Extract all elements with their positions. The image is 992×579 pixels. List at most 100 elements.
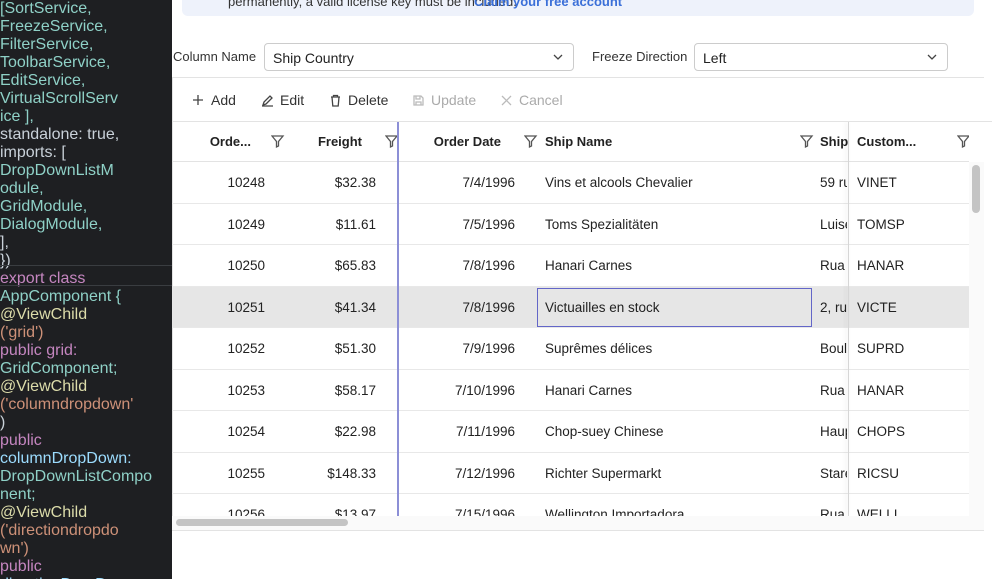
header-cell[interactable]: Ship [820,134,849,149]
grid-cell[interactable]: 59 ru [820,175,847,190]
grid-cell[interactable]: 10254 [227,424,265,439]
toolbar-icon [331,94,340,107]
grid-cell[interactable]: 10251 [227,299,265,315]
grid-cell[interactable]: VICTE [857,299,897,315]
h-scroll-thumb[interactable] [176,519,348,526]
grid-cell[interactable]: Wellington Importadora [545,507,685,516]
grid-cell[interactable]: 10252 [227,341,265,356]
column-dropdown[interactable]: Ship Country [264,43,574,71]
chevron [927,54,937,60]
direction-dropdown[interactable]: Left [694,43,948,71]
toolbar-button[interactable]: Delete [329,92,388,108]
toolbar-button: Cancel [500,92,563,108]
grid-cell[interactable]: Rua d [820,258,847,273]
grid-row[interactable] [172,411,969,453]
grid-cell[interactable]: 7/5/1996 [462,216,515,232]
grid-cell[interactable]: 7/12/1996 [454,465,515,481]
filter-icon [800,135,814,149]
grid-cell[interactable]: $58.17 [334,382,376,398]
toolbar-button: Update [412,92,476,108]
grid-cell[interactable]: Hanari Carnes [545,382,633,398]
frozen-left-border [397,122,399,516]
grid-cell[interactable]: 7/10/1996 [454,382,515,398]
grid-cell[interactable]: $32.38 [334,175,376,190]
header-cell[interactable]: Custom... [857,134,917,149]
header-cell[interactable]: Orde... [209,134,251,149]
filter-icon [524,135,538,149]
grid-cell[interactable]: 10248 [227,175,265,190]
grid-cell[interactable]: Stare [820,465,847,481]
chevron [553,54,563,60]
code-line: standalone: true, [0,126,120,143]
grid-cell[interactable]: 2, ru [820,299,847,315]
grid-cell[interactable]: 7/8/1996 [462,258,515,273]
grid-cell[interactable]: VINET [857,175,897,190]
code-line: directionDropDown [0,576,172,579]
grid-row[interactable] [172,370,969,411]
grid-cell[interactable]: 10250 [227,258,265,273]
grid-cell[interactable]: Boule [820,341,847,356]
header-cell[interactable]: Freight [317,134,362,149]
grid-cell[interactable]: $65.83 [334,258,376,273]
grid-cell[interactable]: $148.33 [327,465,376,481]
grid-cell[interactable]: $51.30 [334,341,376,356]
grid-row[interactable] [172,204,969,245]
code-line: ('grid') [0,324,44,341]
grid-cell[interactable]: 7/4/1996 [462,175,515,190]
grid-cell[interactable]: TOMSP [857,216,905,232]
grid-cell[interactable]: 10256 [227,507,265,516]
grid-cell[interactable]: $41.34 [334,299,376,315]
grid-cell[interactable]: 10255 [227,465,265,481]
grid-cell[interactable]: 7/11/1996 [455,424,515,439]
grid-cell[interactable]: Hanari Carnes [545,258,633,273]
grid-cell[interactable]: 10253 [227,382,265,398]
grid-cell[interactable]: $22.98 [334,424,376,439]
code-line: DialogModule, [0,216,103,233]
header-cell[interactable]: Order Date [433,134,501,149]
grid-row[interactable] [172,286,969,328]
grid-cell[interactable]: Vins et alcools Chevalier [545,175,693,190]
grid-row[interactable] [172,162,969,204]
code-line: ) [0,414,6,431]
grid-cell[interactable]: 7/9/1996 [462,341,515,356]
grid-cell[interactable]: Toms Spezialitäten [545,216,659,232]
code-line: export class [0,270,86,287]
grid-cell[interactable]: Suprêmes délices [545,341,653,356]
grid-cell[interactable]: $13.97 [334,507,376,516]
filter-icon [957,135,969,149]
grid-cell[interactable]: Chop-suey Chinese [545,424,664,439]
grid-cell[interactable]: 7/8/1996 [462,299,515,315]
grid-row[interactable] [172,453,969,494]
grid-cell[interactable]: CHOPS [857,424,906,439]
grid-cell[interactable]: SUPRD [857,341,905,356]
grid-cell[interactable]: 7/15/1996 [454,507,515,516]
grid-cell[interactable]: Rua d [820,382,847,398]
toolbar-label: Delete [348,92,389,108]
grid-row[interactable] [172,328,969,370]
grid-cell[interactable]: Richter Supermarkt [545,465,662,481]
grid-cell[interactable]: RICSU [857,465,900,481]
code-line: FreezeService, [0,18,108,35]
grid-cell[interactable]: 10249 [227,216,265,232]
h-scrollbar[interactable] [172,516,984,530]
header-cell[interactable]: Ship Name [545,134,613,149]
grid-cell[interactable]: Victuailles en stock [545,299,660,315]
toolbar-button[interactable]: Edit [261,92,304,108]
v-scroll-thumb[interactable] [972,165,980,213]
grid-cell[interactable]: HANAR [857,382,905,398]
grid-cell[interactable]: $11.61 [335,216,376,232]
grid-row[interactable] [172,245,969,287]
grid-cell[interactable]: HANAR [857,258,905,273]
grid-cell[interactable]: Luise [820,216,847,232]
grid-cell[interactable]: Haup [820,424,847,439]
toolbar-button[interactable]: Add [192,92,236,108]
code-line: FilterService, [0,36,94,53]
code-line: odule, [0,180,44,197]
code-line: public grid: [0,342,78,359]
grid-cell[interactable]: WELLI [857,507,898,516]
grid-cell[interactable]: Rua d [820,507,847,516]
code-line: DropDownListM [0,162,114,179]
v-scrollbar[interactable] [969,162,984,516]
banner-link[interactable]: Claim your free account [474,0,623,9]
code-line: DropDownListCompo [0,468,153,485]
